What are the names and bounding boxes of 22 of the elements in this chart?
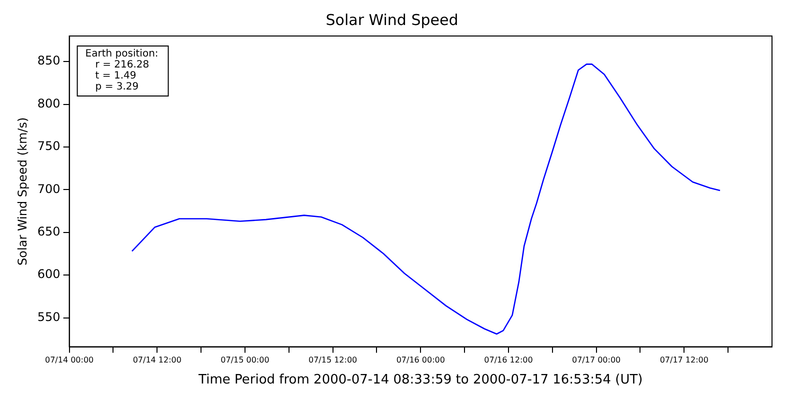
x-tick-label: 07/16 12:00 [484,356,533,365]
y-tick-label: 700 [37,182,60,196]
y-axis-title: Solar Wind Speed (km/s) [15,117,30,266]
x-axis-title: Time Period from 2000-07-14 08:33:59 to 2000-07-17 16:53:54 (UT) [198,372,643,388]
x-tick-label: 07/15 00:00 [220,356,270,365]
x-tick-label: 07/17 00:00 [572,356,621,365]
annotation: Earth position: [85,48,158,60]
x-tick-label: 07/14 00:00 [44,356,94,365]
annotation: r = 216.28 [95,60,150,71]
annotation: p = 3.29 [95,82,139,93]
y-tick-label: 550 [37,310,60,324]
y-tick-label: 750 [37,139,60,154]
y-tick-label: 800 [37,96,60,110]
y-tick-label: 650 [37,224,60,239]
x-tick-label: 07/14 12:00 [132,356,182,365]
y-tick-label: 600 [37,267,60,282]
x-tick-label: 07/16 00:00 [396,356,445,365]
x-tick-label: 07/17 12:00 [660,356,708,365]
x-tick-label: 07/15 12:00 [308,356,358,365]
chart-title: Solar Wind Speed [326,10,458,29]
annotation: t = 1.49 [95,70,136,82]
y-tick-label: 850 [37,54,60,68]
